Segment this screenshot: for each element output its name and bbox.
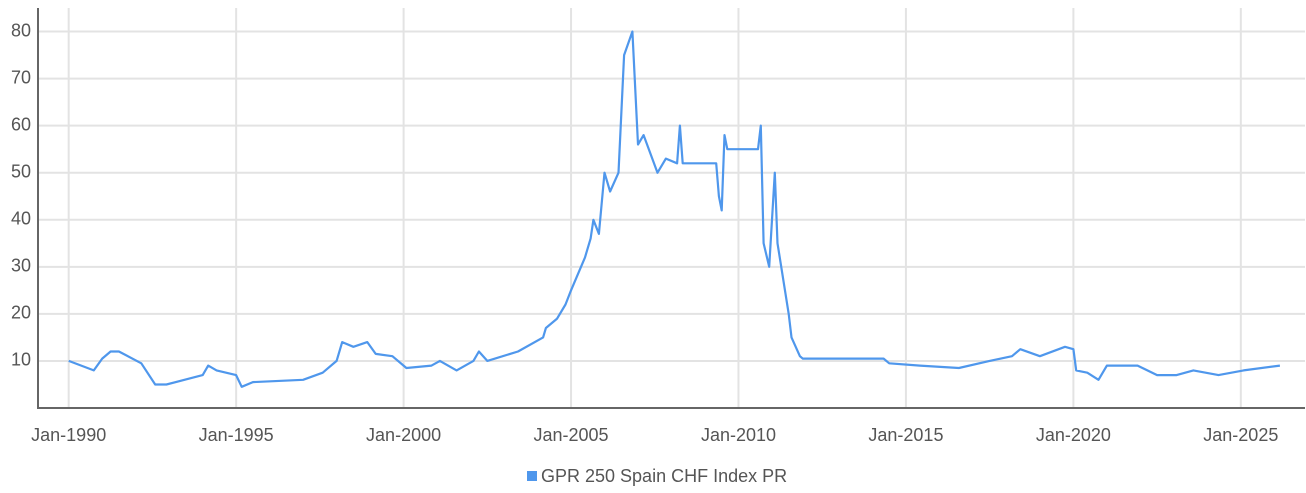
y-tick-label: 60: [11, 114, 31, 134]
legend-item: GPR 250 Spain CHF Index PR: [527, 466, 787, 486]
series-line: [68, 30, 1281, 388]
y-tick-label: 70: [11, 67, 31, 87]
y-tick-label: 30: [11, 256, 31, 276]
x-tick-label: Jan-2015: [868, 425, 943, 445]
y-tick-label: 20: [11, 303, 31, 323]
y-tick-label: 40: [11, 209, 31, 229]
x-tick-label: Jan-2005: [534, 425, 609, 445]
x-tick-label: Jan-2025: [1203, 425, 1278, 445]
legend-swatch: [527, 471, 537, 481]
y-tick-label: 10: [11, 350, 31, 370]
x-tick-label: Jan-1995: [199, 425, 274, 445]
x-tick-label: Jan-2020: [1036, 425, 1111, 445]
y-tick-label: 80: [11, 20, 31, 40]
y-tick-label: 50: [11, 161, 31, 181]
x-tick-label: Jan-1990: [31, 425, 106, 445]
x-tick-label: Jan-2010: [701, 425, 776, 445]
x-tick-label: Jan-2000: [366, 425, 441, 445]
legend-label: GPR 250 Spain CHF Index PR: [541, 466, 787, 486]
